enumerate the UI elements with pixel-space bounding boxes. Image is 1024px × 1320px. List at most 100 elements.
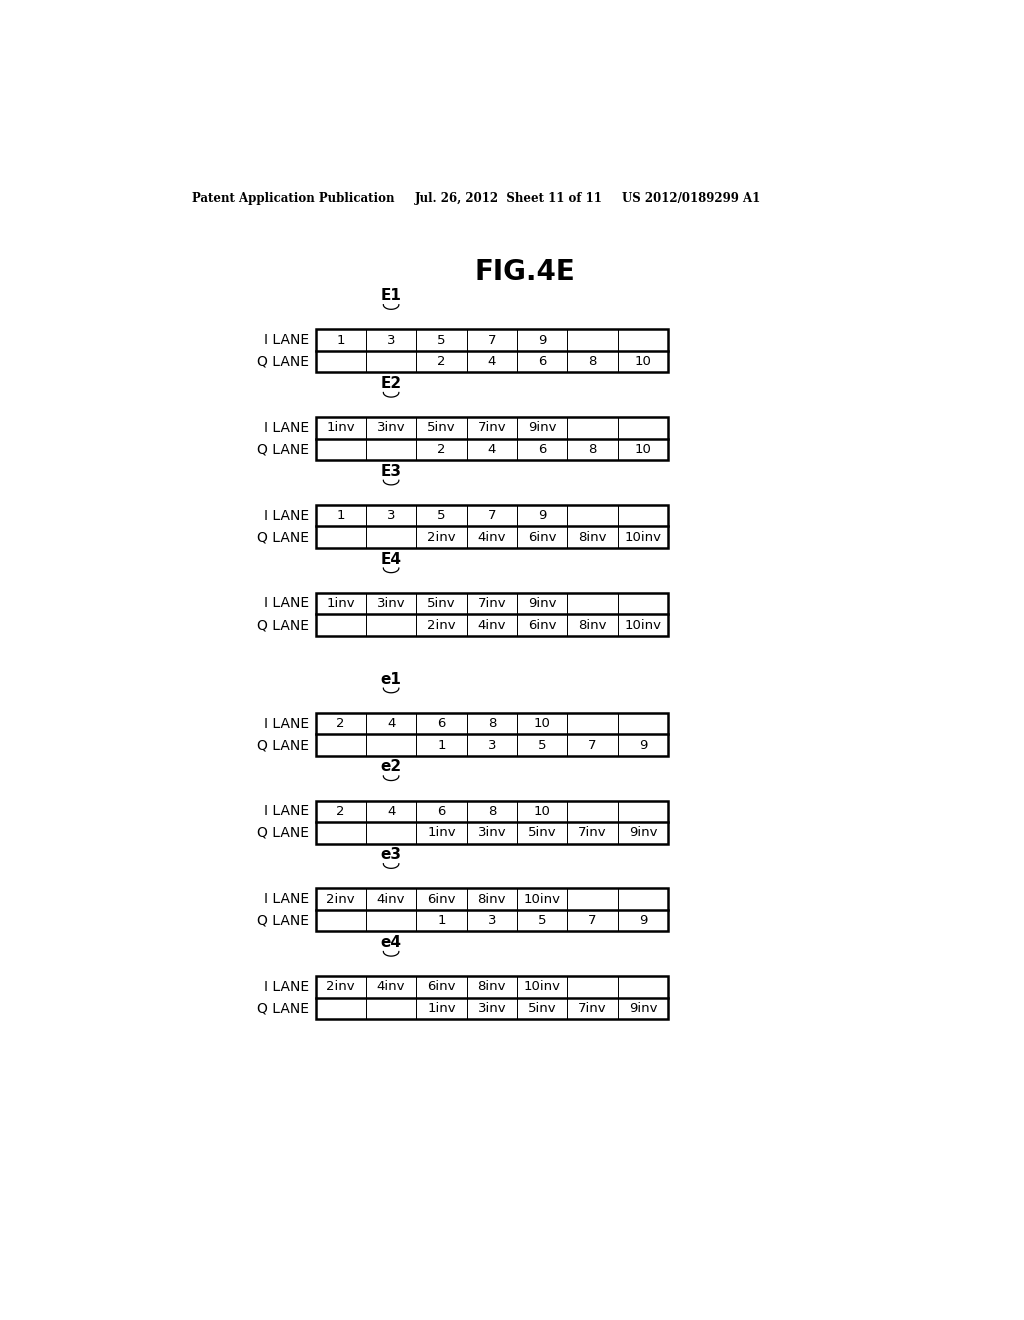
Bar [315, 506, 669, 548]
Text: I LANE: I LANE [264, 421, 309, 434]
Text: 10: 10 [635, 444, 651, 455]
Bar [417, 438, 467, 461]
Bar [617, 822, 669, 843]
Bar [617, 417, 669, 438]
Bar [467, 977, 517, 998]
Text: 9inv: 9inv [528, 597, 556, 610]
Text: I LANE: I LANE [264, 597, 309, 610]
Bar [315, 438, 366, 461]
Text: E3: E3 [381, 463, 401, 479]
Bar [617, 330, 669, 351]
Bar [467, 822, 517, 843]
Text: 8inv: 8inv [579, 619, 607, 631]
Bar [366, 351, 417, 372]
Text: e2: e2 [381, 759, 401, 775]
Bar [517, 438, 567, 461]
Bar [517, 593, 567, 614]
Text: Q LANE: Q LANE [257, 738, 309, 752]
Text: Q LANE: Q LANE [257, 355, 309, 368]
Bar [315, 330, 669, 372]
Bar [417, 977, 467, 998]
Bar [417, 351, 467, 372]
Text: 8: 8 [589, 355, 597, 368]
Text: Q LANE: Q LANE [257, 826, 309, 840]
Text: e4: e4 [381, 935, 401, 950]
Bar [567, 330, 617, 351]
Text: I LANE: I LANE [264, 508, 309, 523]
Bar [366, 977, 417, 998]
Text: 3inv: 3inv [377, 597, 406, 610]
Bar [467, 734, 517, 756]
Text: 7: 7 [589, 915, 597, 927]
Bar [417, 998, 467, 1019]
Bar [315, 822, 366, 843]
Bar [467, 713, 517, 734]
Bar [567, 734, 617, 756]
Bar [315, 977, 669, 1019]
Text: US 2012/0189299 A1: US 2012/0189299 A1 [623, 191, 761, 205]
Text: 8inv: 8inv [477, 981, 506, 994]
Bar [567, 822, 617, 843]
Bar [417, 800, 467, 822]
Bar [517, 800, 567, 822]
Bar [467, 351, 517, 372]
Text: 7inv: 7inv [477, 421, 506, 434]
Bar [417, 417, 467, 438]
Bar [517, 909, 567, 932]
Text: 5: 5 [437, 334, 445, 347]
Bar [366, 614, 417, 636]
Bar [567, 998, 617, 1019]
Bar [567, 351, 617, 372]
Bar [567, 909, 617, 932]
Bar [417, 822, 467, 843]
Bar [517, 822, 567, 843]
Text: Q LANE: Q LANE [257, 618, 309, 632]
Bar [467, 527, 517, 548]
Text: 1inv: 1inv [427, 826, 456, 840]
Text: 5inv: 5inv [427, 421, 456, 434]
Text: 6: 6 [538, 444, 547, 455]
Bar [315, 734, 366, 756]
Bar [617, 977, 669, 998]
Text: 3: 3 [387, 510, 395, 523]
Text: 4: 4 [387, 717, 395, 730]
Bar [315, 417, 669, 461]
Bar [467, 909, 517, 932]
Bar [517, 888, 567, 909]
Text: E1: E1 [381, 288, 401, 304]
Text: 7inv: 7inv [579, 1002, 607, 1015]
Text: 2: 2 [337, 805, 345, 818]
Text: 5inv: 5inv [427, 597, 456, 610]
Text: 5: 5 [538, 915, 547, 927]
Bar [617, 614, 669, 636]
Text: I LANE: I LANE [264, 892, 309, 906]
Text: 4: 4 [387, 805, 395, 818]
Bar [315, 593, 669, 636]
Bar [567, 800, 617, 822]
Bar [467, 593, 517, 614]
Bar [517, 998, 567, 1019]
Text: 7: 7 [487, 510, 496, 523]
Bar [617, 593, 669, 614]
Text: 3inv: 3inv [377, 421, 406, 434]
Text: 3: 3 [487, 739, 496, 751]
Bar [366, 998, 417, 1019]
Bar [315, 593, 366, 614]
Text: 6inv: 6inv [427, 981, 456, 994]
Text: 7inv: 7inv [477, 597, 506, 610]
Bar [567, 527, 617, 548]
Bar [315, 977, 366, 998]
Text: 10inv: 10inv [625, 531, 662, 544]
Bar [517, 330, 567, 351]
Bar [366, 822, 417, 843]
Text: Patent Application Publication: Patent Application Publication [191, 191, 394, 205]
Bar [417, 527, 467, 548]
Text: 2inv: 2inv [427, 531, 456, 544]
Text: 2: 2 [437, 444, 445, 455]
Text: I LANE: I LANE [264, 979, 309, 994]
Bar [617, 351, 669, 372]
Text: 6: 6 [437, 805, 445, 818]
Text: 4: 4 [487, 444, 496, 455]
Bar [366, 330, 417, 351]
Bar [315, 330, 366, 351]
